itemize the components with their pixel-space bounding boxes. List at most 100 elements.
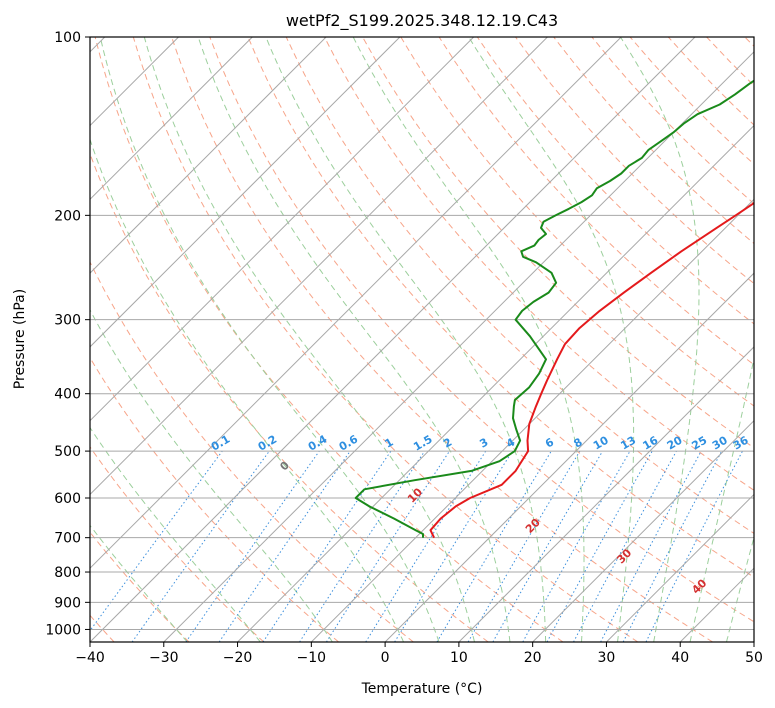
isotherm-line: [458, 346, 754, 642]
moist-adiabat-line: [620, 37, 700, 642]
mixing-ratio-line: [90, 450, 223, 632]
dry-adiabat-line: [476, 37, 754, 325]
isotherm-line: [163, 51, 754, 642]
moist-adiabat-line: [90, 308, 333, 642]
dry-adiabat-line: [90, 446, 265, 642]
mixing-ratio-label: 8: [572, 436, 585, 451]
dry-adiabat-line: [285, 37, 754, 535]
moist-adiabat-label: 0: [277, 458, 292, 473]
dry-adiabat-line: [438, 37, 754, 366]
mixing-ratio-label: 36: [731, 433, 751, 452]
dry-adiabat-line: [744, 37, 754, 47]
isobars: [90, 37, 754, 630]
moist-adiabat-line: [352, 37, 585, 642]
isotherm-line: [90, 37, 475, 422]
moist-adiabat-label: 20: [523, 516, 543, 536]
isotherm-line: [90, 37, 696, 642]
x-tick-label: −40: [75, 650, 105, 666]
moist-adiabat-line: [265, 37, 547, 642]
mixing-ratio-label: 6: [543, 435, 556, 450]
x-tick-label: 20: [524, 650, 542, 666]
y-tick-label: 300: [54, 313, 81, 329]
moist-adiabat-label: 10: [405, 485, 425, 505]
temperature-profile-line: [429, 201, 754, 539]
y-tick-label: 200: [54, 208, 81, 224]
y-tick-label: 100: [54, 30, 81, 46]
profile-series: [354, 79, 754, 539]
moist-adiabat-line: [90, 524, 188, 642]
mixing-ratio-line: [131, 450, 270, 642]
mixing-ratio-label: 20: [665, 433, 685, 452]
isotherm-line: [90, 37, 401, 348]
mixing-ratio-label: 0.2: [256, 433, 279, 454]
isotherm-line: [606, 493, 754, 642]
isotherm-line: [679, 567, 754, 642]
mixing-ratio-line: [325, 450, 450, 642]
isotherm-line: [384, 272, 754, 642]
x-tick-label: −10: [297, 650, 327, 666]
mixing-ratio-label: 3: [477, 436, 490, 451]
moist-adiabat-line: [468, 37, 635, 642]
y-tick-label: 600: [54, 491, 81, 507]
dry-adiabat-line: [667, 37, 754, 126]
mixing-ratio-line: [185, 450, 320, 642]
isotherm-line: [237, 124, 754, 642]
dry-adiabat-line: [247, 37, 754, 578]
dry-adiabat-line: [629, 37, 754, 165]
y-tick-label: 1000: [45, 622, 81, 638]
mixing-ratio-label: 10: [591, 433, 611, 452]
mixing-ratio-lines: [90, 450, 743, 642]
isotherm-line: [310, 198, 754, 642]
moist-adiabat-line: [99, 37, 440, 642]
dewpoint-profile-line: [354, 79, 754, 538]
mixing-ratio-line: [262, 450, 392, 642]
isotherm-line: [753, 641, 754, 642]
y-tick-label: 400: [54, 387, 81, 403]
mixing-ratio-line: [573, 450, 677, 642]
x-tick-label: 0: [381, 650, 390, 666]
x-axis-ticks: −40 −30 −20 −10 0 10 20 30 40 50: [75, 642, 763, 666]
line-labels: -100-90-80-70-60-50-40-30-20-100.10.20.4…: [209, 432, 751, 596]
dry-adiabat-line: [132, 37, 639, 642]
isotherm-line: [90, 37, 548, 496]
y-axis-label: Pressure (hPa): [12, 289, 28, 389]
x-axis-label: Temperature (°C): [361, 681, 483, 697]
mixing-ratio-line: [645, 450, 743, 642]
moist-adiabat-label: 30: [614, 546, 634, 566]
x-tick-label: −20: [223, 650, 253, 666]
mixing-ratio-label: 0.1: [209, 433, 232, 454]
mixing-ratio-label: 16: [641, 433, 661, 452]
dry-adiabat-line: [90, 152, 489, 642]
mixing-ratio-label: 13: [618, 434, 638, 453]
moist-adiabat-line: [689, 356, 754, 642]
moist-adiabat-line: [143, 37, 475, 642]
moist-adiabat-label: 40: [689, 576, 709, 596]
mixing-ratio-label: 30: [710, 433, 730, 452]
dry-adiabat-line: [90, 260, 414, 642]
mixing-ratio-line: [218, 450, 351, 642]
isotherm-line: [90, 37, 327, 274]
moist-adiabats: [90, 37, 754, 642]
dry-adiabat-line: [171, 37, 713, 642]
dry-adiabat-line: [323, 37, 754, 491]
y-tick-label: 700: [54, 531, 81, 547]
mixing-ratio-line: [365, 450, 487, 642]
mixing-ratio-label: 1.5: [411, 433, 434, 454]
mixing-ratio-line: [299, 450, 426, 642]
x-tick-label: 10: [450, 650, 468, 666]
moist-adiabat-line: [197, 37, 511, 642]
moist-adiabat-line: [726, 535, 754, 642]
x-tick-label: 30: [598, 650, 616, 666]
y-tick-label: 800: [54, 565, 81, 581]
dry-adiabat-line: [90, 356, 339, 642]
moist-adiabat-line: [90, 426, 261, 642]
mixing-ratio-line: [394, 450, 513, 642]
y-axis-ticks: 1000 900 800 700 600 500 400 300 200 100: [45, 30, 90, 638]
mixing-ratio-line: [436, 450, 552, 642]
y-tick-label: 900: [54, 595, 81, 611]
dry-adiabat-line: [706, 37, 754, 87]
y-tick-label: 500: [54, 444, 81, 460]
dry-adiabat-line: [209, 37, 754, 623]
dry-adiabat-line: [90, 531, 190, 642]
